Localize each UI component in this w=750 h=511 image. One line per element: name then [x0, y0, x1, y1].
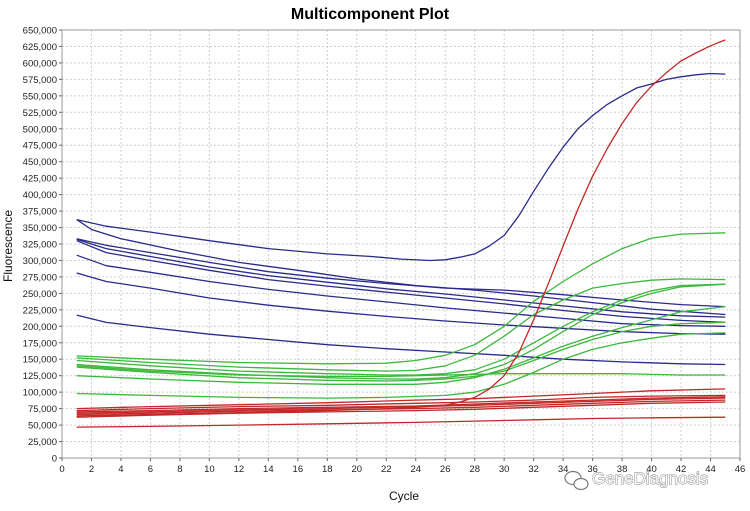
x-axis-ticks: 0 2 4 6 8 10 12 14 16 18 20 22 24 26 28 30 32 34 36 38 40 42 4…: [59, 458, 745, 475]
y-tick-label: 200,000: [23, 322, 57, 333]
series-lines: [76, 39, 726, 428]
series-line-green: [76, 305, 726, 385]
y-tick-label: 425,000: [23, 174, 57, 185]
series-line-green: [76, 278, 726, 372]
x-tick-label: 16: [293, 464, 304, 475]
y-tick-label: 225,000: [23, 305, 57, 316]
x-tick-label: 8: [177, 464, 182, 475]
x-tick-label: 26: [440, 464, 451, 475]
x-tick-label: 30: [499, 464, 510, 475]
x-tick-label: 10: [204, 464, 215, 475]
watermark: GeneDiagnosis: [564, 469, 709, 491]
x-tick-label: 36: [587, 464, 598, 475]
x-tick-label: 46: [735, 464, 746, 475]
y-tick-label: 150,000: [23, 355, 57, 366]
x-tick-label: 2: [89, 464, 94, 475]
y-tick-label: 525,000: [23, 108, 57, 119]
y-tick-label: 250,000: [23, 289, 57, 300]
y-tick-label: 650,000: [23, 26, 57, 37]
y-tick-label: 350,000: [23, 223, 57, 234]
series-line-red: [76, 397, 726, 414]
series-line-blue: [76, 72, 726, 262]
series-line-blue: [76, 254, 726, 327]
series-line-red: [76, 396, 726, 413]
x-tick-label: 0: [59, 464, 64, 475]
x-tick-label: 22: [381, 464, 392, 475]
series-line-blue: [76, 238, 726, 318]
x-tick-label: 42: [676, 464, 687, 475]
y-tick-label: 75,000: [28, 404, 57, 415]
y-tick-label: 275,000: [23, 272, 57, 283]
series-line-blue: [76, 219, 726, 316]
x-tick-label: 34: [558, 464, 569, 475]
series-line-red: [76, 416, 726, 428]
y-tick-label: 450,000: [23, 157, 57, 168]
x-tick-label: 4: [118, 464, 123, 475]
y-tick-label: 125,000: [23, 371, 57, 382]
series-line-green: [76, 283, 726, 376]
series-line-red: [76, 399, 726, 416]
x-tick-label: 32: [528, 464, 539, 475]
x-tick-label: 44: [705, 464, 716, 475]
y-tick-label: 300,000: [23, 256, 57, 267]
series-line-green: [76, 232, 726, 365]
y-tick-label: 100,000: [23, 388, 57, 399]
y-tick-label: 500,000: [23, 124, 57, 135]
watermark-text: GeneDiagnosis: [592, 469, 708, 488]
series-line-blue: [76, 314, 726, 366]
y-tick-label: 25,000: [28, 437, 57, 448]
series-line-red: [76, 388, 726, 410]
y-tick-label: 475,000: [23, 141, 57, 152]
x-axis-label: Cycle: [389, 489, 419, 503]
x-tick-label: 14: [263, 464, 274, 475]
chart-title: Multicomponent Plot: [291, 6, 450, 23]
x-tick-label: 38: [617, 464, 628, 475]
y-tick-label: 325,000: [23, 240, 57, 251]
y-tick-label: 575,000: [23, 75, 57, 86]
x-tick-label: 20: [351, 464, 362, 475]
series-line-green: [76, 332, 726, 399]
x-tick-label: 28: [469, 464, 480, 475]
y-tick-label: 50,000: [28, 421, 57, 432]
y-tick-label: 375,000: [23, 207, 57, 218]
y-tick-label: 400,000: [23, 190, 57, 201]
x-tick-label: 18: [322, 464, 333, 475]
grid-lines: [62, 29, 741, 459]
x-tick-label: 24: [410, 464, 421, 475]
y-tick-label: 625,000: [23, 42, 57, 53]
y-axis-label: Fluorescence: [1, 210, 15, 282]
series-line-blue: [76, 240, 726, 324]
x-tick-label: 6: [148, 464, 153, 475]
y-tick-label: 175,000: [23, 338, 57, 349]
x-tick-label: 12: [234, 464, 245, 475]
x-tick-label: 40: [646, 464, 657, 475]
series-line-green: [76, 365, 726, 378]
y-tick-label: 0: [52, 454, 57, 465]
y-tick-label: 600,000: [23, 58, 57, 69]
series-line-blue: [76, 238, 726, 308]
y-tick-label: 550,000: [23, 91, 57, 102]
series-line-red: [76, 394, 726, 412]
wechat-logo-icon: [564, 470, 589, 491]
y-axis-ticks: 0 25,000 50,000 75,000 100,000 125,000 150,000…: [23, 26, 62, 465]
series-line-red: [76, 401, 726, 418]
